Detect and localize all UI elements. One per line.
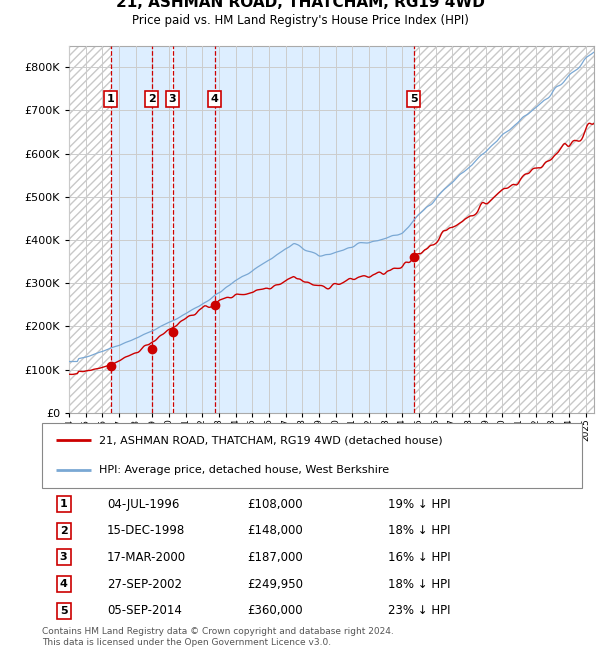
Text: 4: 4 — [211, 94, 218, 104]
Text: 19% ↓ HPI: 19% ↓ HPI — [388, 498, 450, 511]
Bar — [152, 46, 172, 413]
Text: 18% ↓ HPI: 18% ↓ HPI — [388, 578, 450, 590]
Bar — [69, 46, 110, 413]
Text: 21, ASHMAN ROAD, THATCHAM, RG19 4WD (detached house): 21, ASHMAN ROAD, THATCHAM, RG19 4WD (det… — [98, 435, 442, 445]
Text: 15-DEC-1998: 15-DEC-1998 — [107, 524, 185, 537]
Text: 5: 5 — [60, 606, 67, 616]
Bar — [413, 46, 594, 413]
Text: £360,000: £360,000 — [247, 604, 303, 617]
Text: £187,000: £187,000 — [247, 551, 303, 564]
Text: 1: 1 — [107, 94, 115, 104]
Text: £108,000: £108,000 — [247, 498, 303, 511]
Bar — [215, 46, 413, 413]
FancyBboxPatch shape — [42, 422, 582, 488]
Text: Contains HM Land Registry data © Crown copyright and database right 2024.
This d: Contains HM Land Registry data © Crown c… — [42, 627, 394, 647]
Text: 27-SEP-2002: 27-SEP-2002 — [107, 578, 182, 590]
Text: £249,950: £249,950 — [247, 578, 303, 590]
Bar — [173, 46, 215, 413]
Text: 3: 3 — [169, 94, 176, 104]
Text: £148,000: £148,000 — [247, 524, 303, 537]
Text: 2: 2 — [148, 94, 155, 104]
Text: 2: 2 — [60, 526, 67, 536]
Text: 18% ↓ HPI: 18% ↓ HPI — [388, 524, 450, 537]
Text: 05-SEP-2014: 05-SEP-2014 — [107, 604, 182, 617]
Text: 16% ↓ HPI: 16% ↓ HPI — [388, 551, 450, 564]
Text: 17-MAR-2000: 17-MAR-2000 — [107, 551, 186, 564]
Text: HPI: Average price, detached house, West Berkshire: HPI: Average price, detached house, West… — [98, 465, 389, 475]
Bar — [110, 46, 152, 413]
Text: 23% ↓ HPI: 23% ↓ HPI — [388, 604, 450, 617]
Text: 1: 1 — [60, 499, 67, 509]
Text: 21, ASHMAN ROAD, THATCHAM, RG19 4WD: 21, ASHMAN ROAD, THATCHAM, RG19 4WD — [116, 0, 484, 10]
Text: 4: 4 — [59, 579, 68, 589]
Text: 3: 3 — [60, 552, 67, 562]
Text: Price paid vs. HM Land Registry's House Price Index (HPI): Price paid vs. HM Land Registry's House … — [131, 14, 469, 27]
Text: 5: 5 — [410, 94, 418, 104]
Text: 04-JUL-1996: 04-JUL-1996 — [107, 498, 179, 511]
